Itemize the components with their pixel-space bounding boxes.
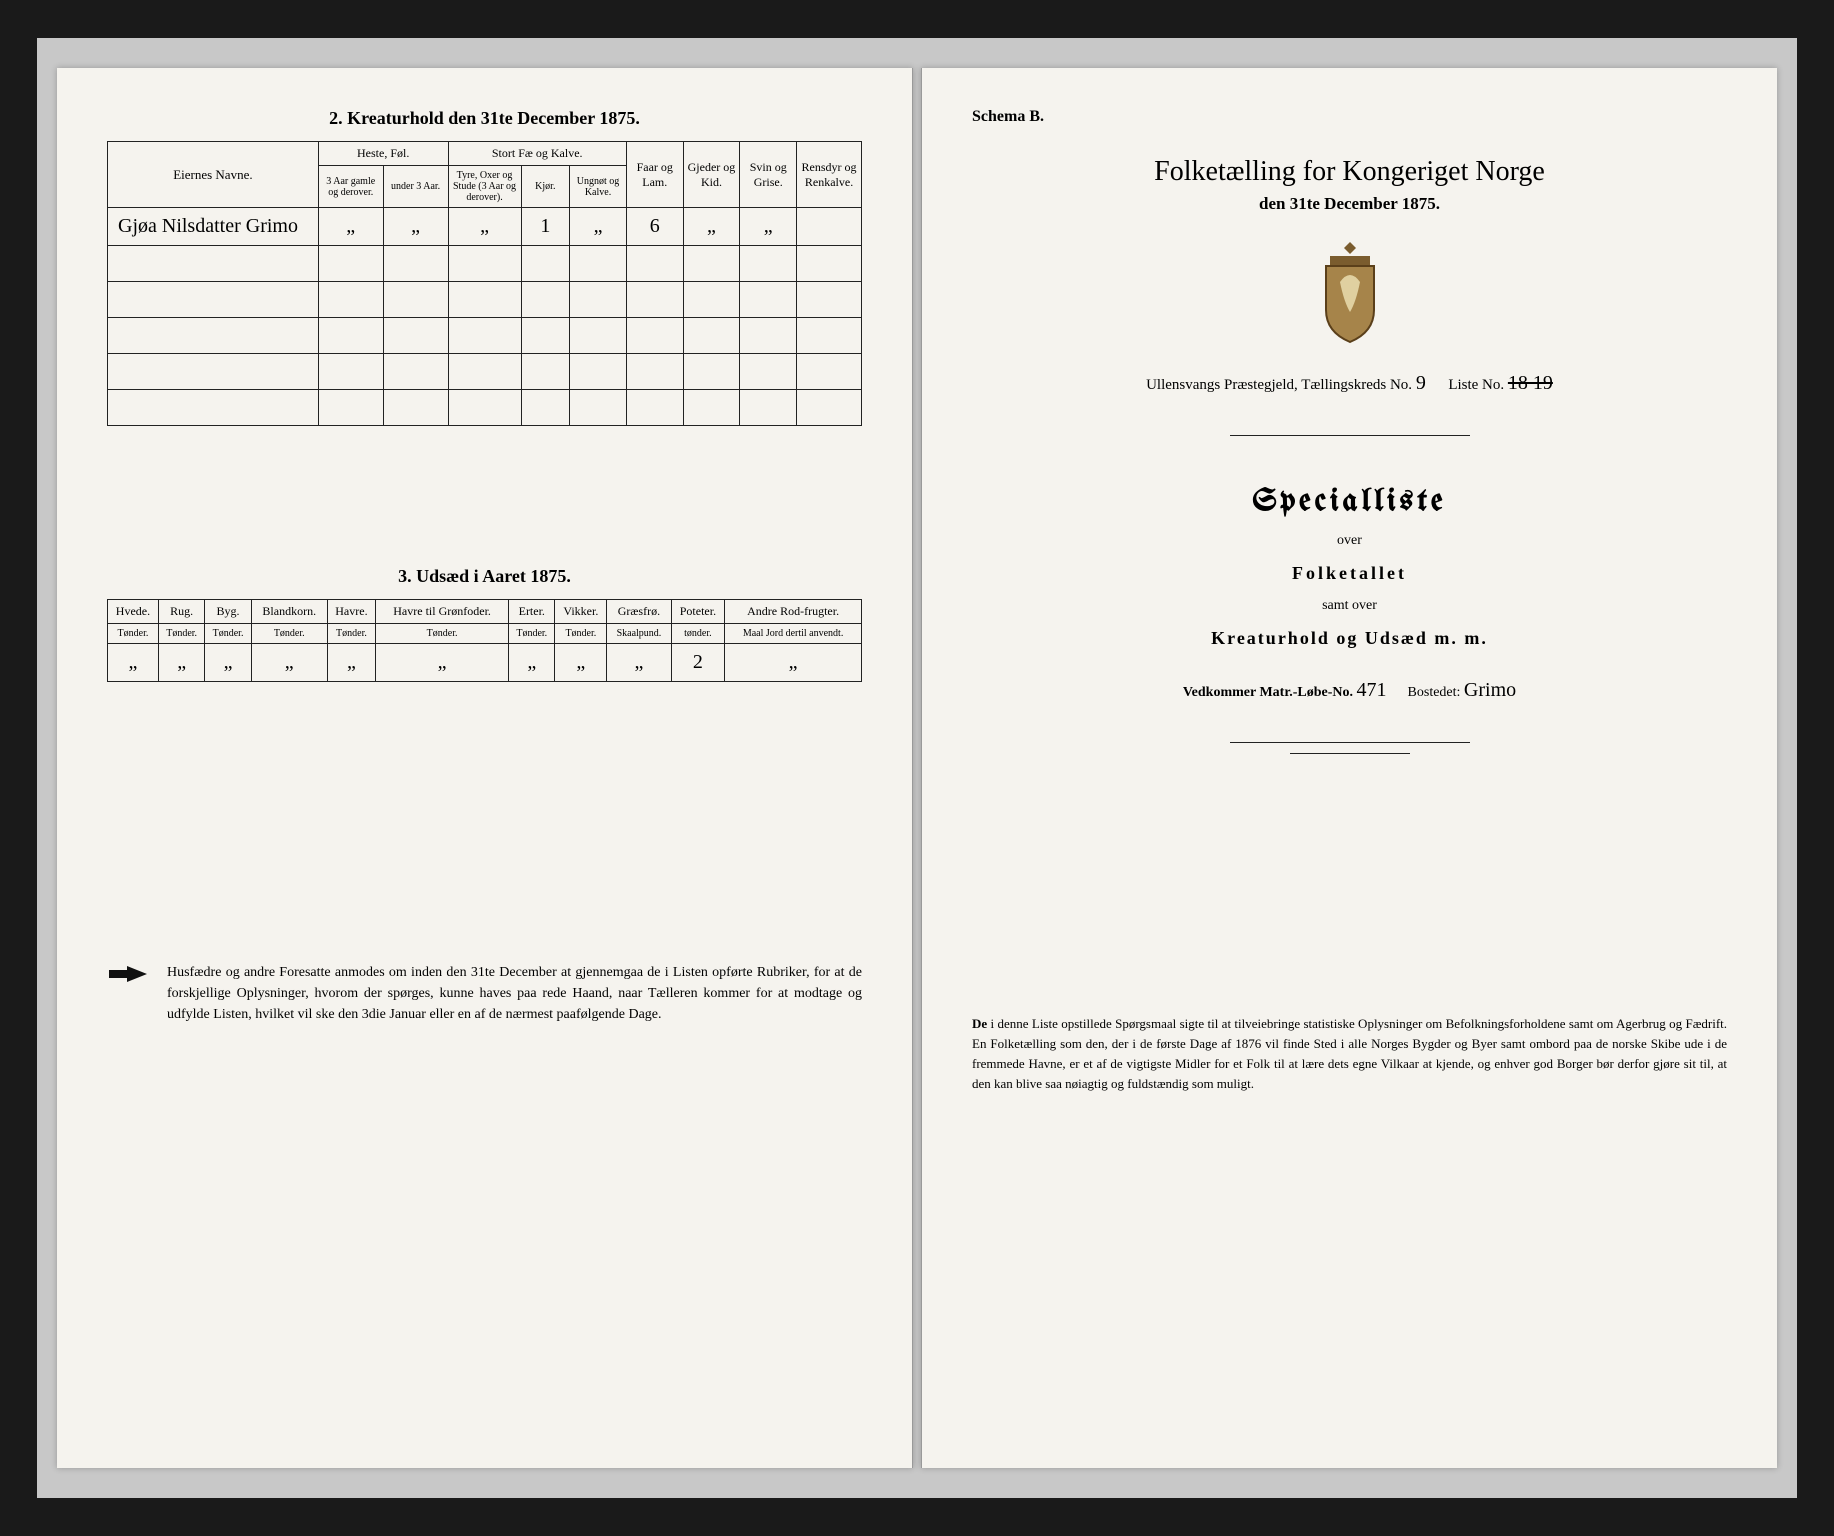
th-goat: Gjeder og Kid. bbox=[683, 142, 740, 208]
cell-wheat: „ bbox=[108, 644, 159, 682]
table-row: Gjøa Nilsdatter Grimo „ „ „ 1 „ 6 „ „ bbox=[108, 208, 862, 246]
bostedet-label: Bostedet: bbox=[1408, 685, 1461, 700]
cell-goat: „ bbox=[683, 208, 740, 246]
bostedet: Grimo bbox=[1464, 679, 1516, 701]
matr-line: Vedkommer Matr.-Løbe-No. 471 Bostedet: G… bbox=[972, 679, 1727, 702]
divider bbox=[1230, 742, 1470, 743]
schema-label: Schema B. bbox=[972, 108, 1727, 126]
th-unit: Tønder. bbox=[509, 624, 555, 644]
th-rye: Rug. bbox=[158, 600, 204, 624]
census-date: den 31te December 1875. bbox=[972, 194, 1727, 214]
th-unit: Tønder. bbox=[158, 624, 204, 644]
table-row bbox=[108, 282, 862, 318]
cell-pig: „ bbox=[740, 208, 797, 246]
th-potato: Poteter. bbox=[671, 600, 725, 624]
th-owner: Eiernes Navne. bbox=[108, 142, 319, 208]
pointing-hand-icon bbox=[107, 962, 151, 986]
coat-of-arms-icon bbox=[1310, 238, 1390, 348]
th-unit: Tønder. bbox=[251, 624, 327, 644]
list-no: 18 19 bbox=[1508, 372, 1553, 394]
cell-other: „ bbox=[725, 644, 862, 682]
cell-barley: „ bbox=[205, 644, 251, 682]
matr-label: Vedkommer Matr.-Løbe-No. bbox=[1183, 685, 1353, 700]
divider bbox=[1290, 753, 1410, 754]
cell-peas: „ bbox=[509, 644, 555, 682]
th-unit-other: Maal Jord dertil anvendt. bbox=[725, 624, 862, 644]
cell-cow: 1 bbox=[521, 208, 570, 246]
folketallet: Folketallet bbox=[972, 563, 1727, 584]
right-page: Schema B. Folketælling for Kongeriget No… bbox=[921, 68, 1777, 1468]
cell-reindeer bbox=[797, 208, 862, 246]
divider bbox=[1230, 435, 1470, 436]
parish-no: 9 bbox=[1416, 372, 1426, 394]
samtover: samt over bbox=[972, 598, 1727, 614]
left-footer-text: Husfædre og andre Foresatte anmodes om i… bbox=[167, 962, 862, 1025]
table-row bbox=[108, 318, 862, 354]
right-footer-text: i denne Liste opstillede Spørgsmaal sigt… bbox=[972, 1016, 1727, 1091]
th-peas: Erter. bbox=[509, 600, 555, 624]
th-pig: Svin og Grise. bbox=[740, 142, 797, 208]
cell-bull: „ bbox=[448, 208, 521, 246]
th-vetch: Vikker. bbox=[555, 600, 607, 624]
table-row bbox=[108, 354, 862, 390]
th-grass: Græsfrø. bbox=[607, 600, 671, 624]
livestock-table: Eiernes Navne. Heste, Føl. Stort Fæ og K… bbox=[107, 141, 862, 426]
table-row bbox=[108, 246, 862, 282]
table-row: „ „ „ „ „ „ „ „ „ 2 „ bbox=[108, 644, 862, 682]
scan-frame: 2. Kreaturhold den 31te December 1875. E… bbox=[37, 38, 1797, 1498]
table-row bbox=[108, 390, 862, 426]
list-label: Liste No. bbox=[1448, 377, 1504, 393]
cell-calf: „ bbox=[570, 208, 627, 246]
section3-title: 3. Udsæd i Aaret 1875. bbox=[107, 566, 862, 587]
parish-label: Ullensvangs Præstegjeld, Tællingskreds N… bbox=[1146, 377, 1412, 393]
th-reindeer: Rensdyr og Renkalve. bbox=[797, 142, 862, 208]
th-cattle-group: Stort Fæ og Kalve. bbox=[448, 142, 626, 166]
census-title: Folketælling for Kongeriget Norge bbox=[972, 156, 1727, 188]
th-unit-potato: tønder. bbox=[671, 624, 725, 644]
th-barley: Byg. bbox=[205, 600, 251, 624]
cell-horse-young: „ bbox=[383, 208, 448, 246]
left-footer: Husfædre og andre Foresatte anmodes om i… bbox=[107, 962, 862, 1025]
th-sheep: Faar og Lam. bbox=[626, 142, 683, 208]
over-label: over bbox=[972, 533, 1727, 549]
cell-potato: 2 bbox=[671, 644, 725, 682]
th-oats: Havre. bbox=[327, 600, 375, 624]
th-wheat: Hvede. bbox=[108, 600, 159, 624]
th-horse-old: 3 Aar gamle og derover. bbox=[318, 166, 383, 208]
specialliste-heading: Specialliste bbox=[972, 486, 1727, 519]
cell-vetch: „ bbox=[555, 644, 607, 682]
th-mixed: Blandkorn. bbox=[251, 600, 327, 624]
th-bull: Tyre, Oxer og Stude (3 Aar og derover). bbox=[448, 166, 521, 208]
th-unit: Tønder. bbox=[555, 624, 607, 644]
cell-owner: Gjøa Nilsdatter Grimo bbox=[108, 208, 319, 246]
cell-horse-old: „ bbox=[318, 208, 383, 246]
th-calf: Ungnøt og Kalve. bbox=[570, 166, 627, 208]
cell-sheep: 6 bbox=[626, 208, 683, 246]
cell-grass: „ bbox=[607, 644, 671, 682]
cell-rye: „ bbox=[158, 644, 204, 682]
cell-oats-fodder: „ bbox=[376, 644, 509, 682]
th-unit-grass: Skaalpund. bbox=[607, 624, 671, 644]
th-unit: Tønder. bbox=[327, 624, 375, 644]
th-horse-young: under 3 Aar. bbox=[383, 166, 448, 208]
right-footer: De i denne Liste opstillede Spørgsmaal s… bbox=[972, 1014, 1727, 1095]
kreaturhold: Kreaturhold og Udsæd m. m. bbox=[972, 628, 1727, 649]
th-other: Andre Rod-frugter. bbox=[725, 600, 862, 624]
cell-oats: „ bbox=[327, 644, 375, 682]
left-page: 2. Kreaturhold den 31te December 1875. E… bbox=[57, 68, 913, 1468]
cell-mixed: „ bbox=[251, 644, 327, 682]
th-unit: Tønder. bbox=[205, 624, 251, 644]
th-horse-group: Heste, Føl. bbox=[318, 142, 448, 166]
matr-no: 471 bbox=[1357, 679, 1387, 701]
th-cow: Kjør. bbox=[521, 166, 570, 208]
parish-line: Ullensvangs Præstegjeld, Tællingskreds N… bbox=[972, 372, 1727, 395]
th-oats-fodder: Havre til Grønfoder. bbox=[376, 600, 509, 624]
th-unit: Tønder. bbox=[108, 624, 159, 644]
sowing-table: Hvede. Rug. Byg. Blandkorn. Havre. Havre… bbox=[107, 599, 862, 682]
section2-title: 2. Kreaturhold den 31te December 1875. bbox=[107, 108, 862, 129]
spacer bbox=[107, 426, 862, 566]
th-unit: Tønder. bbox=[376, 624, 509, 644]
